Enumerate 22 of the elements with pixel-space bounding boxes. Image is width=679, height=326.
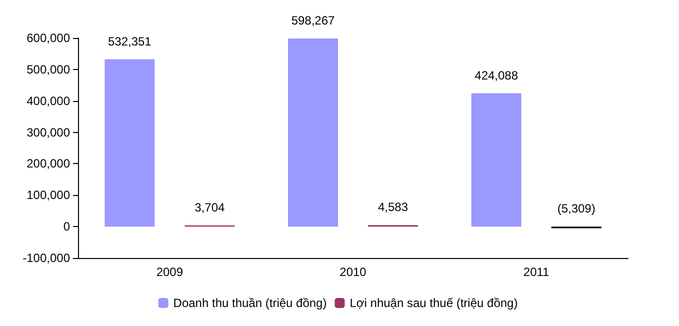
- y-tick-label: 0: [63, 220, 70, 234]
- legend-label: Lợi nhuận sau thuế (triệu đồng): [350, 296, 518, 310]
- data-label: 424,088: [474, 68, 518, 82]
- data-label: 598,267: [291, 14, 336, 28]
- bar: [104, 59, 155, 227]
- data-label: 4,583: [378, 200, 408, 214]
- data-label: (5,309): [557, 202, 596, 216]
- bar: [471, 93, 522, 227]
- bar: [288, 38, 338, 227]
- data-label: 3,704: [194, 200, 226, 214]
- x-tick-label: 2009: [156, 265, 184, 279]
- y-tick-label: 600,000: [26, 31, 70, 45]
- x-tick-label: 2010: [340, 265, 367, 279]
- x-tick-label: 2011: [523, 265, 550, 279]
- y-tick-label: 400,000: [26, 94, 70, 108]
- y-tick-label: 100,000: [26, 188, 70, 202]
- y-tick-label: 200,000: [26, 156, 70, 171]
- y-tick-label: 300,000: [26, 125, 70, 140]
- data-label: 532,351: [108, 34, 152, 48]
- legend-label: Doanh thu thuần (triệu đồng): [173, 296, 327, 310]
- y-tick-label: 500,000: [26, 62, 70, 76]
- y-tick-label: -100,000: [22, 251, 70, 265]
